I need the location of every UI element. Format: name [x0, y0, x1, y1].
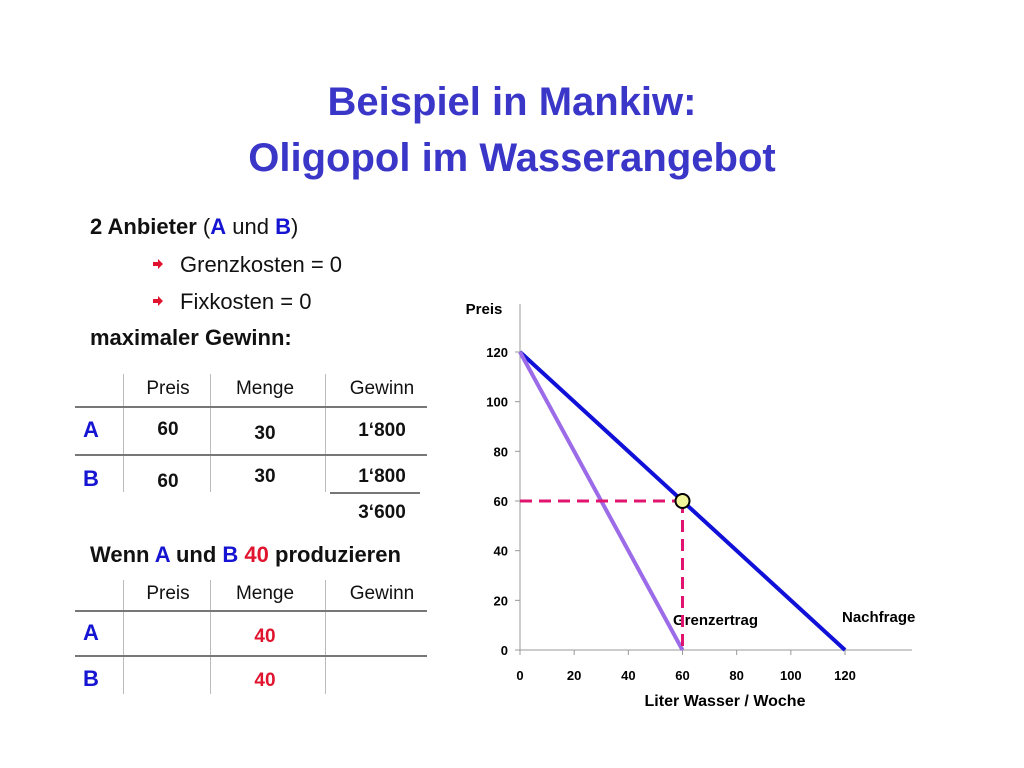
series-label-grenzertrag: Grenzertrag [673, 612, 758, 629]
table1-header-gewinn: Gewinn [349, 378, 415, 399]
scenario-quantity: 40 [244, 542, 269, 567]
arrow-right-icon [153, 296, 163, 306]
scenario-b: B [222, 542, 239, 567]
table1-rule [75, 406, 427, 408]
max-profit-label: maximaler Gewinn: [90, 325, 292, 350]
y-tick-label: 100 [486, 395, 508, 410]
table1-header-menge: Menge [235, 378, 295, 399]
scenario-text-2: produzieren [268, 542, 401, 567]
table2-row-a-label: A [83, 620, 99, 645]
table1-row-a-preis: 60 [157, 419, 179, 440]
x-tick-label: 40 [621, 668, 635, 683]
y-axis-label: Preis [466, 301, 503, 318]
table2-row-b-menge: 40 [254, 670, 276, 691]
intro-line: 2 Anbieter (A und B) [90, 214, 298, 240]
x-tick-label: 60 [675, 668, 689, 683]
slide-title-line2: Oligopol im Wasserangebot [248, 136, 776, 180]
intro-open: ( [196, 214, 211, 239]
scenario-text-1: Wenn [90, 542, 155, 567]
table1-divider [210, 374, 211, 492]
intro-b: B [275, 214, 291, 239]
x-tick-label: 120 [834, 668, 856, 683]
y-tick-label: 120 [486, 345, 508, 360]
table1-row-b-gewinn: 1‘800 [358, 466, 406, 487]
scenario-line: Wenn A und B 40 produzieren [90, 542, 401, 568]
slide-title-line1: Beispiel in Mankiw: [327, 80, 697, 124]
y-tick-label: 20 [494, 593, 508, 608]
table2-header-preis: Preis [146, 583, 190, 604]
table2-row-a-menge: 40 [254, 626, 276, 647]
arrow-right-icon [153, 259, 163, 269]
table2-divider [325, 580, 326, 694]
oligopoly-chart: 0 20 40 60 80 100 120 0 20 40 60 80 100 120 Preis Liter… [466, 301, 916, 710]
scenario-a: A [154, 542, 170, 567]
table1-row-b-label: B [83, 466, 99, 491]
y-tick-label: 60 [494, 494, 508, 509]
y-tick-label: 80 [494, 444, 508, 459]
series-label-nachfrage: Nachfrage [842, 609, 915, 626]
y-tick-label: 0 [501, 643, 508, 658]
table2-divider [123, 580, 124, 694]
table1-divider [123, 374, 124, 492]
table1-rule [75, 454, 427, 456]
table1-row-b-preis: 60 [157, 471, 179, 492]
table2-row-b-label: B [83, 666, 99, 691]
table1-header-preis: Preis [146, 378, 190, 399]
table1-row-a-menge: 30 [254, 423, 276, 444]
table2-header-gewinn: Gewinn [349, 583, 415, 604]
table1-row-b-menge: 30 [254, 466, 276, 487]
y-tick-label: 40 [494, 544, 508, 559]
table2-divider [210, 580, 211, 694]
x-tick-label: 80 [729, 668, 743, 683]
bullet-grenzkosten: Grenzkosten = 0 [180, 252, 343, 277]
equilibrium-point [674, 493, 691, 509]
table1-total-gewinn: 3‘600 [358, 502, 406, 523]
table2-header-menge: Menge [235, 583, 295, 604]
table1-rule-total [330, 492, 420, 494]
intro-a: A [210, 214, 227, 239]
table2-rule [75, 610, 427, 612]
intro-close: ) [290, 214, 299, 239]
x-tick-label: 0 [516, 668, 523, 683]
x-axis-label: Liter Wasser / Woche [645, 693, 806, 710]
table1-row-a-label: A [83, 417, 99, 442]
table2-rule [75, 655, 427, 657]
x-tick-label: 100 [780, 668, 802, 683]
scenario-und: und [169, 542, 223, 567]
intro-prefix: 2 Anbieter [90, 214, 197, 239]
intro-und: und [226, 214, 276, 239]
bullet-fixkosten: Fixkosten = 0 [180, 289, 312, 314]
table1-divider [325, 374, 326, 492]
table1-row-a-gewinn: 1‘800 [358, 420, 406, 441]
x-tick-label: 20 [567, 668, 581, 683]
